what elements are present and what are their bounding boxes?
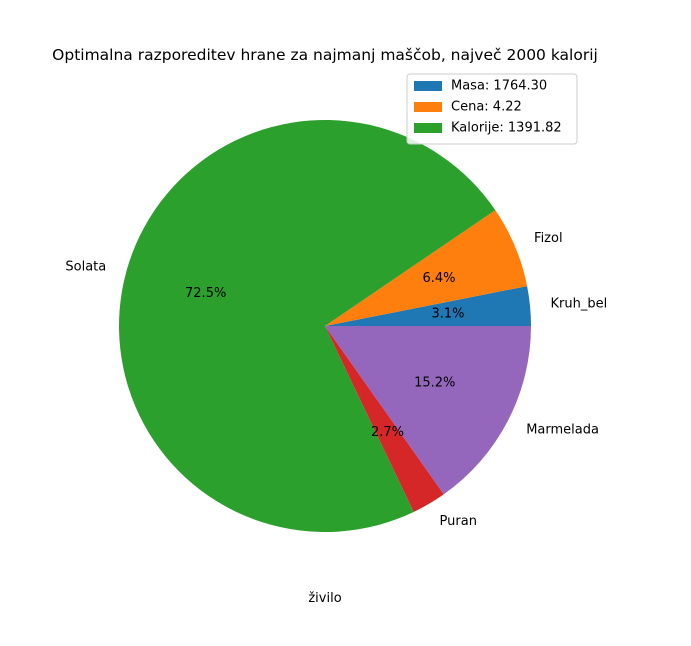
x-axis-label: živilo [308, 591, 341, 606]
pct-label-marmelada: 15.2% [414, 375, 455, 390]
pie-slices [118, 120, 531, 532]
slice-labels: Kruh_bel Fizol Solata Puran Marmelada [65, 231, 607, 529]
pie-slice-fizol [325, 210, 528, 326]
legend-label: Kalorije: 1391.82 [451, 121, 562, 136]
slice-label-kruh-bel: Kruh_bel [551, 296, 608, 311]
pct-label-puran: 2.7% [371, 425, 404, 440]
slice-label-marmelada: Marmelada [526, 423, 599, 438]
pct-label-kruh-bel: 3.1% [431, 306, 464, 321]
pie-slice-marmelada [325, 326, 531, 495]
legend-swatch [414, 81, 442, 91]
slice-label-puran: Puran [440, 514, 477, 529]
pie-slice-kruh-bel [325, 286, 531, 326]
pct-label-fizol: 6.4% [423, 271, 456, 286]
legend-label: Masa: 1764.30 [451, 79, 547, 94]
pie-slice-solata [118, 120, 496, 532]
pie-slice-puran [325, 326, 444, 512]
slice-label-fizol: Fizol [534, 231, 563, 246]
legend-box [406, 73, 578, 145]
legend-swatch [414, 102, 442, 112]
slice-label-solata: Solata [65, 259, 106, 274]
pct-label-solata: 72.5% [185, 286, 226, 301]
legend-swatch [414, 123, 442, 133]
legend: Masa: 1764.30 Cena: 4.22 Kalorije: 1391.82 [406, 73, 578, 145]
legend-label: Cena: 4.22 [451, 100, 522, 115]
percentage-labels: 3.1% 6.4% 72.5% 2.7% 15.2% [185, 271, 464, 440]
chart-title: Optimalna razporeditev hrane za najmanj … [52, 46, 598, 64]
